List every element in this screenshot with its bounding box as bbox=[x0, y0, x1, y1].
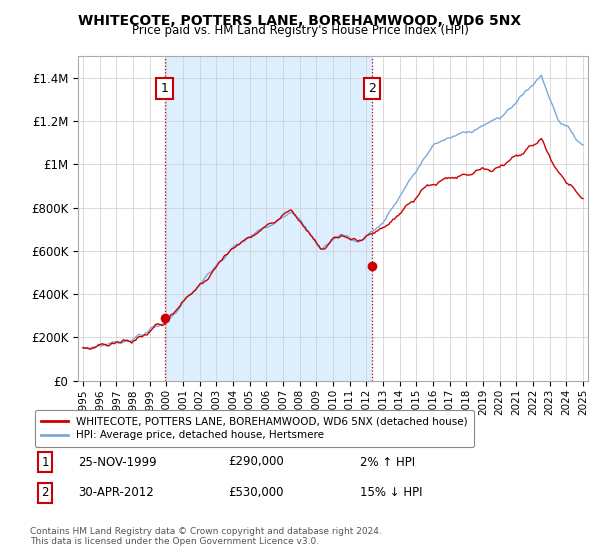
Text: 15% ↓ HPI: 15% ↓ HPI bbox=[360, 486, 422, 500]
Text: 2% ↑ HPI: 2% ↑ HPI bbox=[360, 455, 415, 469]
Text: 1: 1 bbox=[41, 455, 49, 469]
Text: 25-NOV-1999: 25-NOV-1999 bbox=[78, 455, 157, 469]
Text: 1: 1 bbox=[161, 82, 169, 95]
Text: Price paid vs. HM Land Registry's House Price Index (HPI): Price paid vs. HM Land Registry's House … bbox=[131, 24, 469, 37]
Text: 2: 2 bbox=[41, 486, 49, 500]
Text: 2: 2 bbox=[368, 82, 376, 95]
Text: 30-APR-2012: 30-APR-2012 bbox=[78, 486, 154, 500]
Text: £530,000: £530,000 bbox=[228, 486, 284, 500]
Text: WHITECOTE, POTTERS LANE, BOREHAMWOOD, WD6 5NX: WHITECOTE, POTTERS LANE, BOREHAMWOOD, WD… bbox=[79, 14, 521, 28]
Text: Contains HM Land Registry data © Crown copyright and database right 2024.
This d: Contains HM Land Registry data © Crown c… bbox=[30, 526, 382, 546]
Legend: WHITECOTE, POTTERS LANE, BOREHAMWOOD, WD6 5NX (detached house), HPI: Average pri: WHITECOTE, POTTERS LANE, BOREHAMWOOD, WD… bbox=[35, 410, 474, 447]
Bar bbox=[164, 56, 372, 381]
Text: £290,000: £290,000 bbox=[228, 455, 284, 469]
